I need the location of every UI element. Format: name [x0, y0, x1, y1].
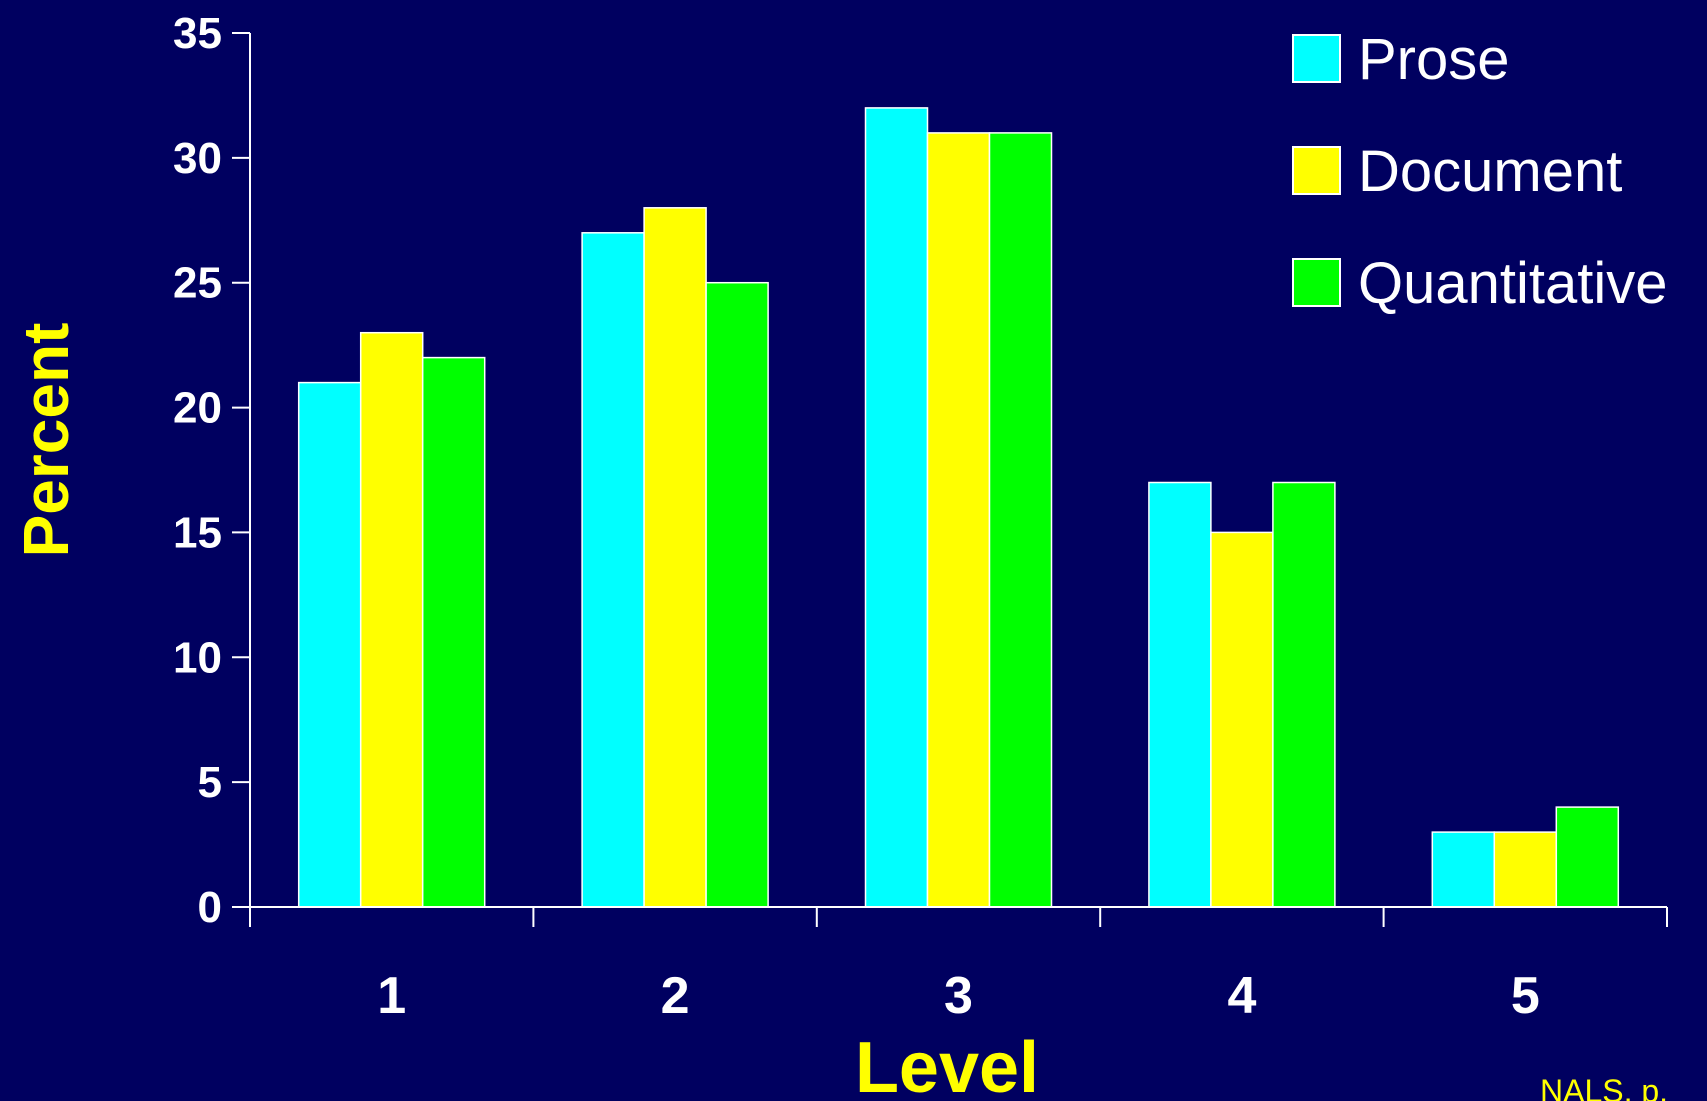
- legend-swatch-document: [1292, 146, 1341, 195]
- y-tick-label: 10: [173, 633, 222, 682]
- x-tick-label-2: 2: [661, 967, 690, 1025]
- axes-layer: [249, 33, 1667, 908]
- y-tick-label: 0: [198, 883, 222, 932]
- legend-swatch-prose: [1292, 34, 1341, 83]
- legend-label-quantitative: Quantitative: [1358, 251, 1668, 316]
- bar-document-level-4: [1210, 531, 1274, 908]
- bar-prose-level-2: [581, 232, 645, 908]
- bar-prose-level-5: [1431, 831, 1496, 908]
- bar-document-level-2: [643, 207, 707, 908]
- x-axis-title: Level: [855, 1028, 1039, 1101]
- bar-prose-level-1: [297, 381, 362, 908]
- x-ticks: 1 2 3 4 5: [249, 907, 1668, 1025]
- x-tick-label-4: 4: [1227, 967, 1256, 1025]
- y-tick-label: 20: [173, 384, 222, 433]
- source-note: NALS, p.: [1540, 1073, 1668, 1101]
- bar-quantitative-level-1: [421, 356, 486, 908]
- y-tick-label: 15: [173, 508, 222, 557]
- legend-label-prose: Prose: [1358, 27, 1510, 92]
- bar-prose-level-4: [1148, 481, 1212, 908]
- x-tick-label-3: 3: [944, 967, 973, 1025]
- y-ticks: 0 5 10 15 20 25 30 35: [173, 9, 250, 932]
- bar-quantitative-level-5: [1555, 806, 1620, 908]
- legend: Prose Document Quantitative: [1292, 27, 1668, 316]
- x-tick-label-5: 5: [1511, 967, 1540, 1025]
- bar-prose-level-3: [864, 107, 929, 908]
- bar-quantitative-level-2: [705, 281, 769, 908]
- legend-swatch-quantitative: [1292, 258, 1341, 307]
- y-tick-label: 25: [173, 259, 222, 308]
- legend-label-document: Document: [1358, 139, 1622, 204]
- bar-quantitative-level-3: [988, 132, 1053, 908]
- bar-document-level-1: [359, 331, 424, 908]
- y-tick-label: 30: [173, 134, 222, 183]
- bar-document-level-5: [1493, 831, 1558, 908]
- x-tick-label-1: 1: [377, 967, 406, 1025]
- bar-document-level-3: [926, 132, 991, 908]
- y-tick-label: 5: [198, 758, 222, 807]
- bars-layer: [297, 107, 1620, 908]
- bar-quantitative-level-4: [1272, 481, 1336, 908]
- y-tick-label: 35: [173, 9, 222, 58]
- y-axis-title: Percent: [10, 323, 82, 558]
